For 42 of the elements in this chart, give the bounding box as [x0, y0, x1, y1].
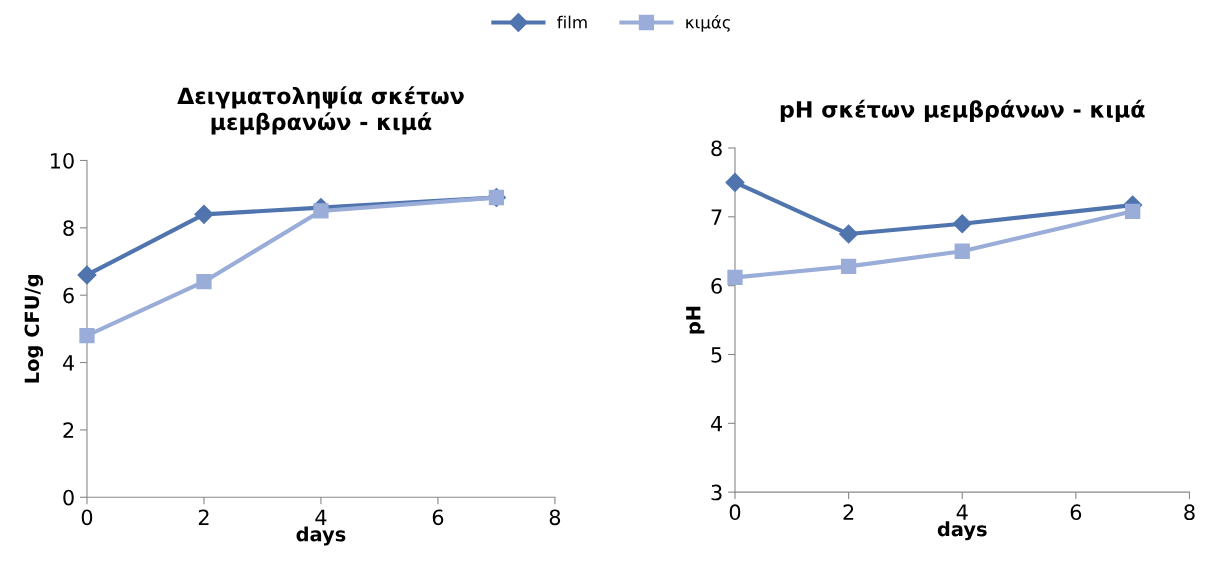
point	[196, 274, 212, 290]
x-tick-label: 8	[549, 509, 561, 526]
point	[725, 172, 745, 192]
x-tick-label: 6	[432, 509, 444, 526]
y-tick-label: 2	[63, 422, 74, 438]
y-tick-label: 4	[710, 416, 723, 432]
point	[313, 203, 329, 219]
point	[79, 327, 95, 344]
point	[840, 258, 857, 275]
y-tick-label: 5	[711, 347, 722, 363]
x-tick-label: 8	[1184, 504, 1195, 521]
y-axis-title: Log CFU/g	[24, 275, 44, 383]
x-tick-label: 2	[843, 504, 854, 520]
y-tick-label: 6	[63, 287, 74, 304]
chart-title: Δειγματοληψία σκέτων μεμβρανών - κιμά	[177, 86, 464, 135]
point	[952, 214, 972, 234]
y-tick-label: 6	[711, 278, 722, 294]
legend-label: κιμάς	[686, 15, 730, 32]
y-tick-label: 8	[63, 220, 74, 237]
x-tick-label: 4	[315, 509, 327, 525]
y-tick-label: 8	[711, 140, 722, 157]
x-axis-title: days	[937, 521, 987, 541]
x-tick-label: 2	[198, 509, 209, 525]
legend-label: film	[557, 15, 587, 29]
y-tick-label: 4	[62, 355, 74, 371]
point	[954, 243, 970, 259]
x-tick-label: 0	[729, 504, 741, 521]
point	[1125, 203, 1141, 219]
x-tick-label: 0	[81, 509, 93, 526]
y-tick-label: 3	[711, 484, 722, 501]
point	[727, 269, 743, 286]
point	[77, 265, 97, 285]
x-tick-label: 4	[956, 504, 968, 520]
x-tick-label: 6	[1070, 504, 1082, 521]
point	[839, 224, 859, 244]
chart-title: pH σκέτων μεμβράνων - κιμά	[780, 99, 1145, 123]
y-tick-label: 0	[63, 489, 74, 506]
y-axis-title: pH	[686, 306, 705, 334]
point	[194, 204, 214, 224]
y-tick-label: 10	[50, 152, 74, 169]
y-tick-label: 7	[711, 209, 722, 225]
x-axis-title: days	[296, 526, 346, 546]
